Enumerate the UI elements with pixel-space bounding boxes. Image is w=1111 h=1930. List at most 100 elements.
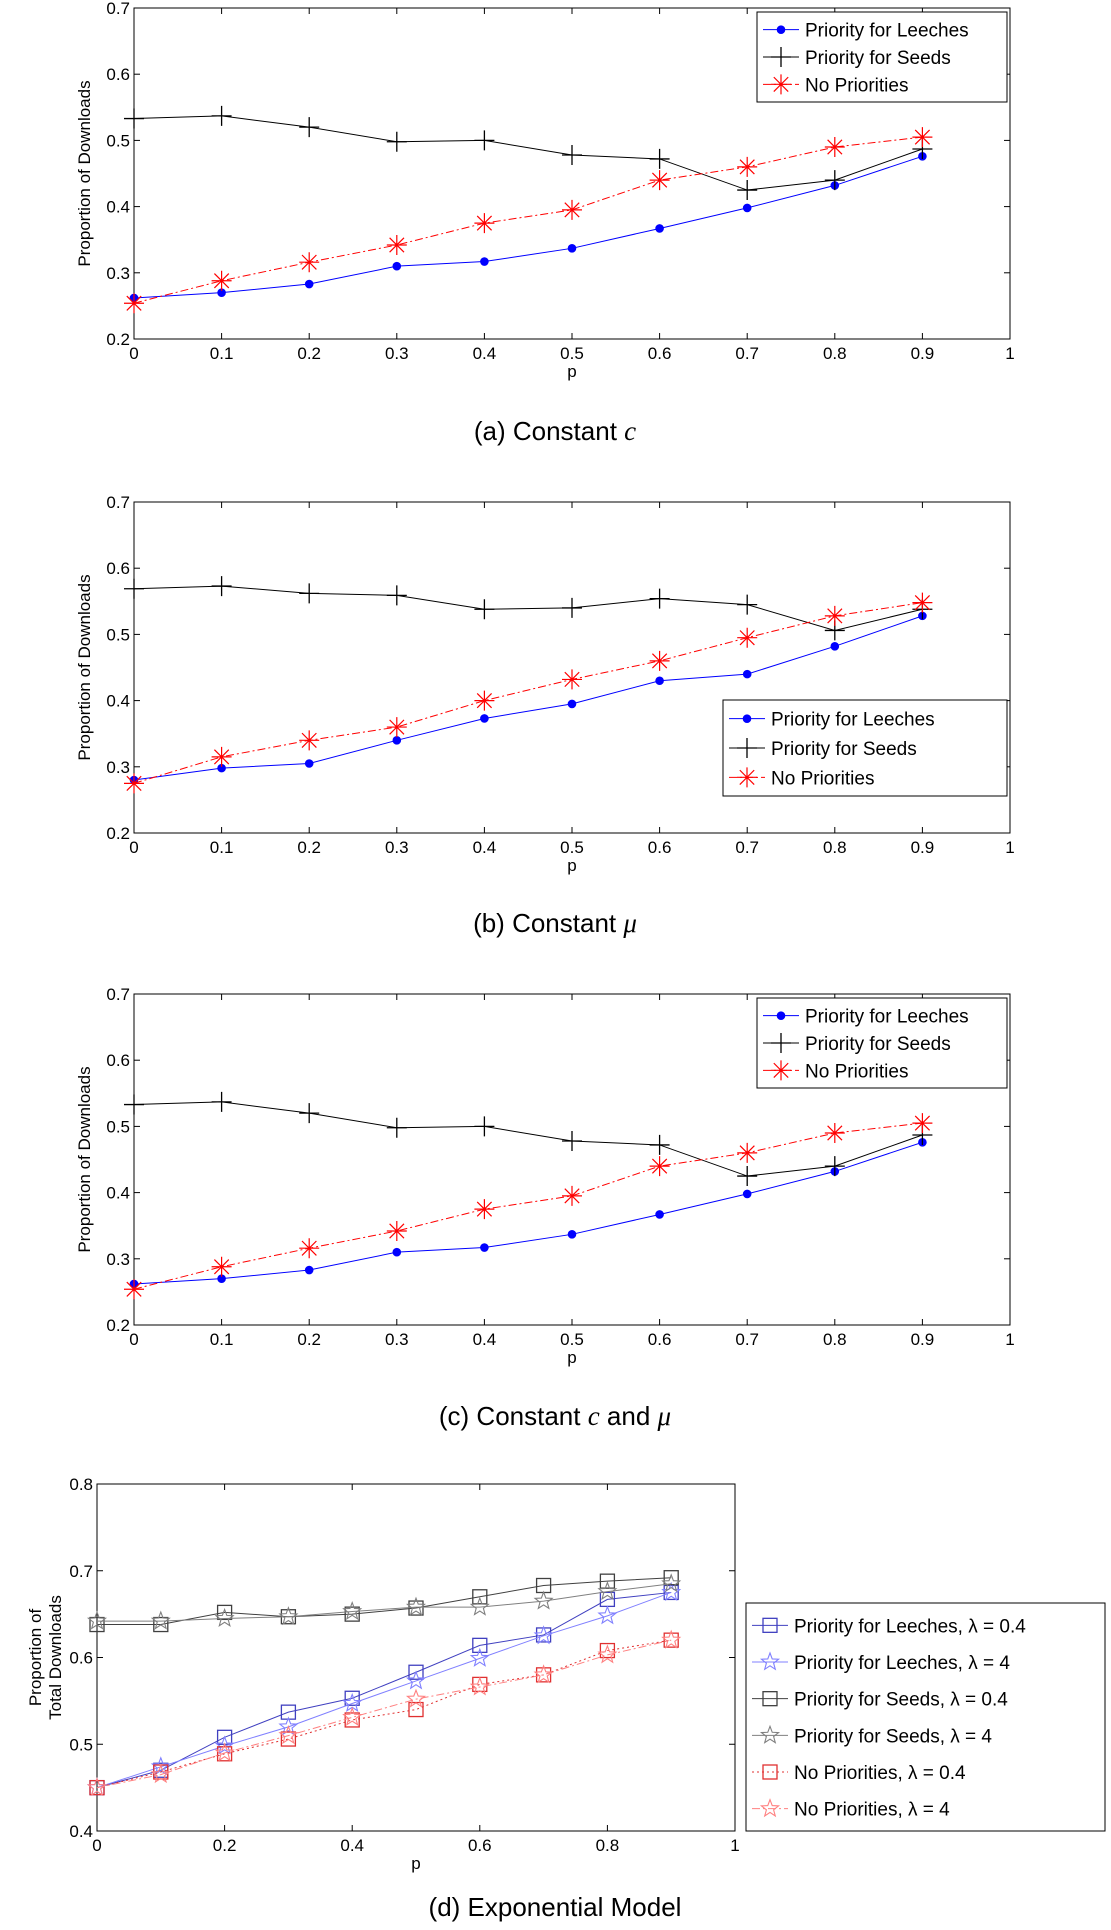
legend-marker xyxy=(762,1617,778,1633)
x-tick-label: 0.1 xyxy=(210,1330,234,1349)
data-point xyxy=(649,170,670,191)
x-tick-label: 0 xyxy=(129,344,138,363)
legend-label: No Priorities xyxy=(805,75,908,96)
data-point xyxy=(124,1094,144,1115)
series-line xyxy=(133,136,923,304)
x-tick-label: 0.8 xyxy=(823,344,847,363)
data-point xyxy=(567,1230,577,1239)
y-tick-label: 0.2 xyxy=(106,824,130,843)
data-point xyxy=(469,1647,490,1667)
data-point xyxy=(474,1116,495,1137)
data-point xyxy=(278,1725,299,1745)
series-2 xyxy=(89,1570,679,1633)
series-line xyxy=(133,585,923,631)
x-tick-label: 0.2 xyxy=(297,1330,321,1349)
data-point xyxy=(124,773,144,794)
data-point xyxy=(89,1779,105,1796)
data-point xyxy=(124,578,144,599)
data-point xyxy=(562,144,582,165)
data-point xyxy=(663,1570,679,1586)
data-point xyxy=(304,759,314,768)
x-tick-label: 0.2 xyxy=(213,1836,237,1855)
data-point xyxy=(124,1279,144,1300)
series-line xyxy=(133,1101,923,1177)
data-point xyxy=(150,1756,171,1776)
legend-label: Priority for Leeches xyxy=(771,710,935,731)
data-point xyxy=(299,730,320,751)
data-point xyxy=(216,1604,233,1621)
data-point xyxy=(737,1166,758,1187)
x-tick-label: 0.5 xyxy=(560,344,584,363)
data-point xyxy=(89,1616,105,1633)
x-tick-label: 0.7 xyxy=(735,1330,759,1349)
data-point xyxy=(386,585,407,606)
x-tick-label: 0.1 xyxy=(210,344,234,363)
legend: Priority for Leeches Priority for Seeds No… xyxy=(756,11,1008,103)
chart-a: 0 0.1 0.2 0.3 0.4 0.5 0.6 0.7 0.8 0.9 1 0.2 0.3 0.4 0.… xyxy=(75,0,1015,446)
data-point xyxy=(562,1185,582,1206)
data-point xyxy=(405,1596,427,1616)
data-point xyxy=(737,594,758,615)
data-point xyxy=(405,1688,427,1708)
x-tick-label: 0.2 xyxy=(297,344,321,363)
data-point xyxy=(480,257,489,266)
x-tick-label: 0.7 xyxy=(735,344,759,363)
y-tick-label: 0.7 xyxy=(106,0,130,18)
caption-math: μ xyxy=(657,1401,672,1431)
data-point xyxy=(344,1712,360,1728)
data-point xyxy=(597,1581,618,1601)
x-tick-label: 1 xyxy=(1005,1330,1014,1349)
data-point xyxy=(386,1221,407,1241)
y-tick-label: 0.5 xyxy=(106,625,130,644)
series-line xyxy=(97,1583,672,1622)
legend-label: Priority for Seeds xyxy=(805,1034,951,1055)
y-tick-label: 0.3 xyxy=(106,758,130,777)
data-point xyxy=(386,717,407,738)
x-tick-label: 0.3 xyxy=(385,344,409,363)
caption: (d) Exponential Model xyxy=(429,1892,682,1922)
y-tick-label: 0.6 xyxy=(106,1051,130,1070)
chart-b: 0 0.1 0.2 0.3 0.4 0.5 0.6 0.7 0.8 0.9 1 0.2 0.3 0.4 0.… xyxy=(75,493,1015,938)
series-2 xyxy=(124,127,933,314)
x-axis-label: p xyxy=(411,1854,420,1873)
legend-marker xyxy=(762,1691,778,1707)
series-line xyxy=(133,1141,923,1285)
series-line xyxy=(133,602,923,784)
x-tick-label: 1 xyxy=(1005,344,1014,363)
data-point xyxy=(153,1616,169,1633)
data-point xyxy=(342,1706,363,1726)
data-point xyxy=(649,1156,670,1177)
data-point xyxy=(344,1606,360,1622)
data-point xyxy=(912,592,933,613)
data-point xyxy=(567,244,577,253)
caption-math: c xyxy=(588,1401,600,1431)
data-point xyxy=(533,1590,554,1610)
data-point xyxy=(567,699,577,709)
y-tick-label: 0.2 xyxy=(106,1316,130,1335)
legend-box xyxy=(722,699,1008,797)
data-point xyxy=(211,270,232,291)
legend-label: Priority for Seeds, λ = 4 xyxy=(794,1726,992,1747)
data-point xyxy=(386,1117,407,1138)
legend-marker xyxy=(759,1724,781,1744)
legend-marker xyxy=(762,1764,778,1780)
y-axis-label: Proportion of Downloads xyxy=(75,1066,94,1252)
data-point xyxy=(150,1610,171,1630)
caption: (b) Constant μ xyxy=(473,908,637,938)
data-point xyxy=(386,234,407,255)
data-point xyxy=(304,1265,314,1275)
data-point xyxy=(533,1625,554,1645)
data-point xyxy=(278,1606,299,1626)
y-tick-label: 0.6 xyxy=(106,65,130,84)
y-axis-label: Proportion of Downloads xyxy=(75,80,94,266)
legend-label: No Priorities, λ = 0.4 xyxy=(794,1763,966,1784)
data-point xyxy=(124,108,144,129)
series-5 xyxy=(86,1629,682,1797)
legend-box xyxy=(745,1602,1106,1832)
data-point xyxy=(469,1676,490,1696)
x-tick-label: 0.1 xyxy=(210,838,234,857)
x-tick-label: 0.5 xyxy=(560,1330,584,1349)
data-point xyxy=(299,1238,320,1259)
y-tick-label: 0.7 xyxy=(69,1562,93,1581)
